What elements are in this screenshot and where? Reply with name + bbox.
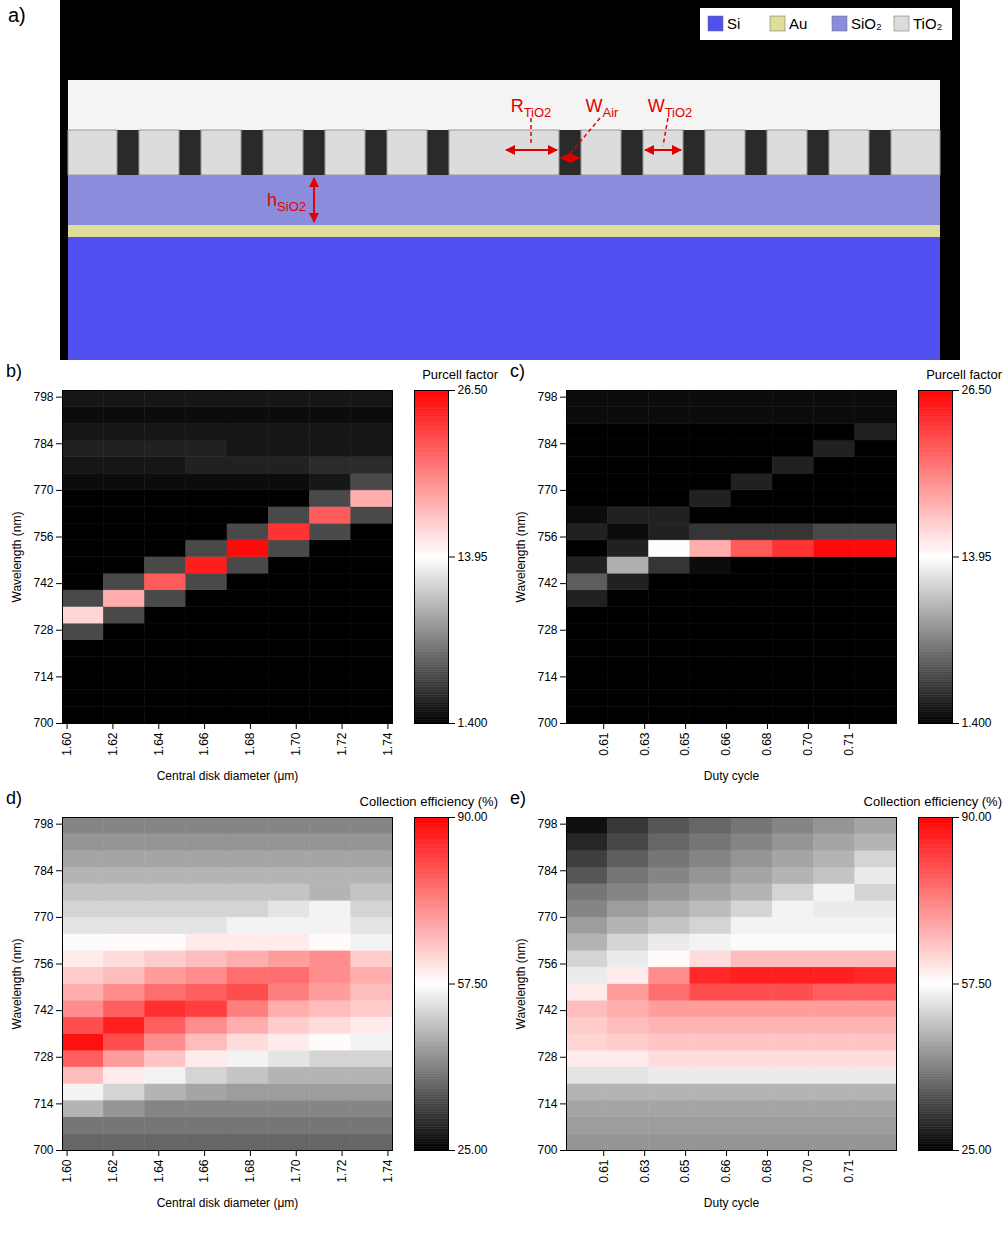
- svg-text:90.00: 90.00: [458, 810, 488, 824]
- svg-text:1.68: 1.68: [243, 1159, 257, 1183]
- svg-text:1.66: 1.66: [197, 732, 211, 756]
- svg-text:26.50: 26.50: [962, 383, 992, 397]
- svg-text:Wavelength (nm): Wavelength (nm): [514, 512, 528, 603]
- svg-text:784: 784: [33, 864, 53, 878]
- svg-text:742: 742: [537, 1003, 557, 1017]
- html-text:Collection efficiency (%): Collection efficiency (%): [863, 794, 1002, 809]
- svg-text:770: 770: [33, 483, 53, 497]
- svg-text:784: 784: [33, 437, 53, 451]
- svg-text:700: 700: [537, 716, 557, 730]
- svg-text:728: 728: [33, 1050, 53, 1064]
- html-text:Purcell factor: Purcell factor: [926, 367, 1002, 382]
- svg-text:1.70: 1.70: [289, 732, 303, 756]
- svg-text:a): a): [8, 4, 26, 26]
- svg-text:0.68: 0.68: [760, 732, 774, 756]
- html-text:Purcell factor: Purcell factor: [422, 367, 498, 382]
- svg-text:798: 798: [33, 390, 53, 404]
- svg-text:700: 700: [33, 716, 53, 730]
- svg-text:0.65: 0.65: [678, 732, 692, 756]
- svg-text:798: 798: [33, 817, 53, 831]
- svg-text:57.50: 57.50: [458, 977, 488, 991]
- svg-text:770: 770: [537, 483, 557, 497]
- svg-text:13.95: 13.95: [458, 550, 488, 564]
- svg-text:798: 798: [537, 390, 557, 404]
- svg-text:770: 770: [537, 910, 557, 924]
- svg-text:756: 756: [33, 957, 53, 971]
- html-text:e): e): [510, 788, 526, 808]
- svg-text:1.72: 1.72: [335, 1159, 349, 1183]
- html-text:c): c): [510, 361, 525, 381]
- svg-text:Au: Au: [789, 15, 807, 32]
- svg-text:714: 714: [537, 670, 557, 684]
- svg-text:742: 742: [33, 1003, 53, 1017]
- svg-text:TiO₂: TiO₂: [913, 15, 943, 32]
- html-text:d): d): [6, 788, 22, 808]
- svg-text:784: 784: [537, 864, 557, 878]
- svg-text:25.00: 25.00: [458, 1143, 488, 1157]
- svg-text:WTiO2: WTiO2: [648, 96, 693, 120]
- svg-text:0.71: 0.71: [842, 732, 856, 756]
- svg-text:742: 742: [33, 576, 53, 590]
- svg-text:WAir: WAir: [586, 96, 620, 120]
- svg-text:90.00: 90.00: [962, 810, 992, 824]
- svg-text:0.68: 0.68: [760, 1159, 774, 1183]
- svg-text:728: 728: [537, 623, 557, 637]
- svg-text:13.95: 13.95: [962, 550, 992, 564]
- svg-text:Si: Si: [727, 15, 740, 32]
- svg-text:SiO₂: SiO₂: [851, 15, 882, 32]
- svg-text:1.74: 1.74: [381, 732, 395, 756]
- svg-text:57.50: 57.50: [962, 977, 992, 991]
- svg-text:714: 714: [537, 1097, 557, 1111]
- svg-text:0.63: 0.63: [637, 1159, 651, 1183]
- svg-text:1.66: 1.66: [197, 1159, 211, 1183]
- html-text:Collection efficiency (%): Collection efficiency (%): [359, 794, 498, 809]
- svg-text:RTiO2: RTiO2: [511, 96, 552, 120]
- svg-text:Wavelength (nm): Wavelength (nm): [10, 512, 24, 603]
- svg-text:0.66: 0.66: [719, 1159, 733, 1183]
- svg-text:1.74: 1.74: [381, 1159, 395, 1183]
- svg-text:770: 770: [33, 910, 53, 924]
- svg-text:Wavelength (nm): Wavelength (nm): [514, 939, 528, 1030]
- svg-text:0.71: 0.71: [842, 1159, 856, 1183]
- svg-text:756: 756: [537, 957, 557, 971]
- svg-text:1.400: 1.400: [962, 716, 992, 730]
- svg-text:1.400: 1.400: [458, 716, 488, 730]
- svg-text:0.61: 0.61: [597, 1159, 611, 1183]
- svg-text:756: 756: [537, 530, 557, 544]
- svg-text:Duty cycle: Duty cycle: [704, 769, 760, 783]
- svg-text:1.70: 1.70: [289, 1159, 303, 1183]
- svg-text:728: 728: [33, 623, 53, 637]
- svg-text:26.50: 26.50: [458, 383, 488, 397]
- svg-text:1.64: 1.64: [152, 1159, 166, 1183]
- svg-text:Wavelength (nm): Wavelength (nm): [10, 939, 24, 1030]
- svg-text:1.64: 1.64: [152, 732, 166, 756]
- svg-text:25.00: 25.00: [962, 1143, 992, 1157]
- svg-text:hSiO2: hSiO2: [267, 190, 306, 214]
- svg-text:700: 700: [33, 1143, 53, 1157]
- svg-text:728: 728: [537, 1050, 557, 1064]
- svg-text:798: 798: [537, 817, 557, 831]
- svg-text:1.68: 1.68: [243, 732, 257, 756]
- svg-text:Central disk diameter (μm): Central disk diameter (μm): [157, 1196, 299, 1210]
- svg-text:784: 784: [537, 437, 557, 451]
- svg-text:0.63: 0.63: [637, 732, 651, 756]
- svg-text:1.60: 1.60: [60, 732, 74, 756]
- html-text:b): b): [6, 361, 22, 381]
- svg-text:714: 714: [33, 1097, 53, 1111]
- svg-text:0.65: 0.65: [678, 1159, 692, 1183]
- svg-text:756: 756: [33, 530, 53, 544]
- svg-text:Duty cycle: Duty cycle: [704, 1196, 760, 1210]
- svg-text:742: 742: [537, 576, 557, 590]
- svg-text:700: 700: [537, 1143, 557, 1157]
- svg-text:714: 714: [33, 670, 53, 684]
- svg-text:0.70: 0.70: [801, 732, 815, 756]
- svg-text:0.66: 0.66: [719, 732, 733, 756]
- svg-text:1.62: 1.62: [106, 1159, 120, 1183]
- svg-text:Central disk diameter (μm): Central disk diameter (μm): [157, 769, 299, 783]
- svg-text:1.62: 1.62: [106, 732, 120, 756]
- svg-text:0.61: 0.61: [597, 732, 611, 756]
- svg-text:1.72: 1.72: [335, 732, 349, 756]
- svg-text:0.70: 0.70: [801, 1159, 815, 1183]
- svg-text:1.60: 1.60: [60, 1159, 74, 1183]
